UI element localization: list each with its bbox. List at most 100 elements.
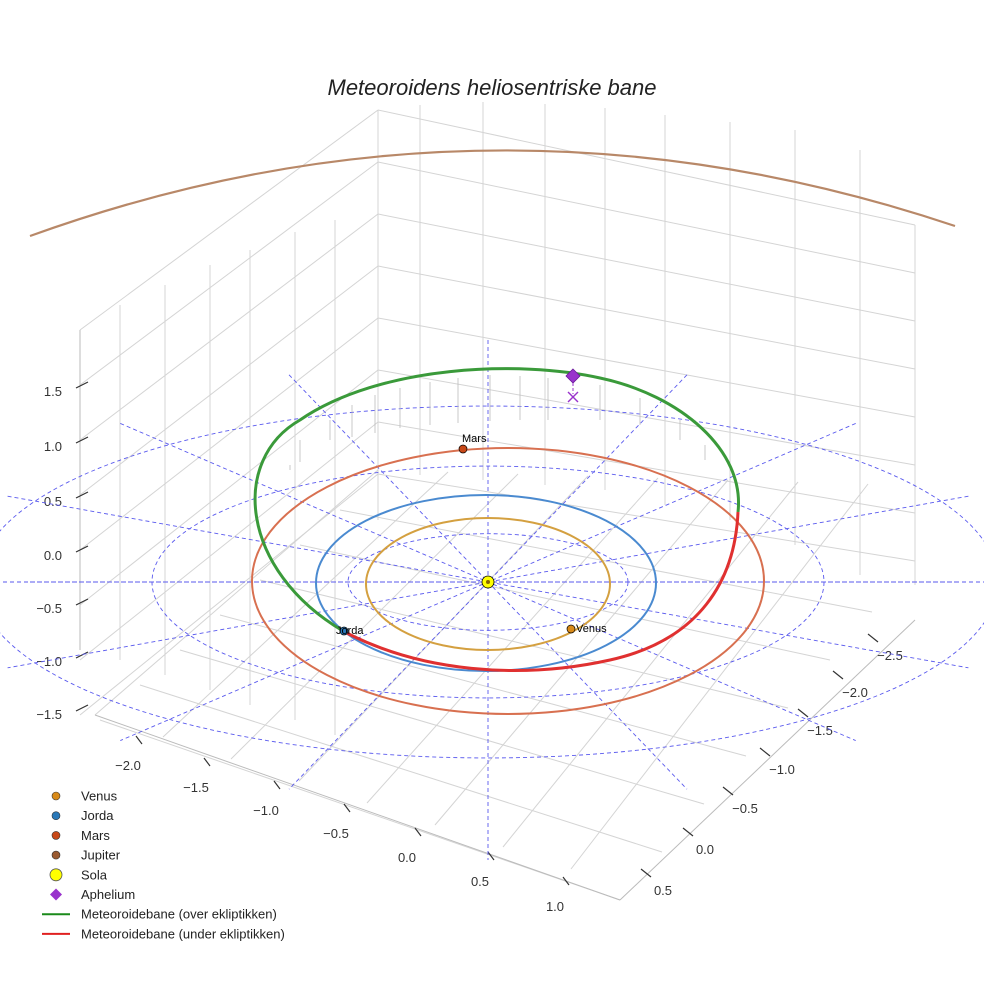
z-tick-label-6: −1.5 [36,707,62,722]
y-tick-label-6: 0.5 [654,883,672,898]
x-tick-mark-1 [203,757,211,767]
planet-marker-mars [458,444,468,454]
y-tick-mark-4 [722,786,734,796]
legend-label-6: Meteoroidebane (over ekliptikken) [81,907,277,922]
x-tick-label-5: 0.5 [471,874,489,889]
y-tick-mark-6 [640,868,652,878]
z-tick-mark-4 [75,598,89,606]
planet-marker-jorda [339,626,349,636]
grid-line-lefth-6 [79,421,379,661]
grid-line-floor-a-0 [94,469,379,716]
grid-line-righth-7 [377,473,916,562]
x-tick-mark-6 [562,876,570,886]
planet-marker-venus [566,624,576,634]
z-tick-label-3: 0.0 [44,548,62,563]
grid-line-floor-a-2 [230,473,519,760]
grid-line-lefth-7 [79,473,379,716]
grid-line-floor-b-4 [259,579,789,709]
x-tick-label-0: −2.0 [115,758,141,773]
grid-line-righth-3 [377,265,916,370]
planet-label-jorda: Jorda [336,625,364,637]
grid-line-lefth-5 [79,369,379,606]
legend-swatch-2 [51,831,61,840]
orbit-jupiter [29,149,956,238]
legend-swatch-3 [51,850,61,860]
sun-core [486,580,490,584]
box-edge-right [619,619,916,901]
grid-line-righth-1 [377,161,916,274]
z-tick-label-0: 1.5 [44,384,62,399]
legend-label-1: Jorda [81,808,114,823]
legend-swatch-0 [51,791,61,801]
grid-line-righth-6 [377,421,916,514]
grid-line-lefth-3 [79,265,379,496]
x-tick-mark-5 [487,851,495,861]
grid-line-floor-b-5 [299,544,831,661]
y-tick-label-1: −2.0 [842,685,868,700]
grid-line-floor-a-6 [502,481,799,848]
legend-label-5: Aphelium [81,887,135,902]
z-tick-mark-2 [75,491,89,499]
x-tick-label-2: −1.0 [253,803,279,818]
legend-label-7: Meteoroidebane (under ekliptikken) [81,926,285,941]
grid-line-lefth-1 [79,161,379,386]
y-tick-label-5: 0.0 [696,842,714,857]
y-tick-label-2: −1.5 [807,723,833,738]
grid-line-righth-2 [377,213,916,322]
x-tick-label-6: 1.0 [546,899,564,914]
y-tick-mark-3 [759,747,771,757]
legend-swatch-5 [50,888,62,901]
legend-label-0: Venus [81,789,118,804]
x-tick-label-4: 0.0 [398,850,416,865]
y-tick-label-4: −0.5 [732,801,758,816]
orbit-mars [251,447,765,715]
legend-swatch-4 [49,868,63,882]
y-tick-label-3: −1.0 [769,762,795,777]
z-tick-mark-6 [75,704,89,712]
orbit-venus [365,517,611,651]
y-tick-mark-1 [832,670,844,680]
meteoroid-orbit-below [342,511,740,672]
y-tick-mark-2 [797,708,809,718]
ecliptic-radial-0 [7,495,969,669]
x-tick-mark-3 [343,803,351,813]
box-edge-front [94,714,621,901]
grid-line-floor-b-3 [219,614,747,757]
z-tick-label-2: 0.5 [44,494,62,509]
grid-line-floor-b-1 [139,684,663,853]
grid-line-righth-0 [377,109,916,226]
z-tick-mark-0 [75,381,89,389]
z-tick-mark-1 [75,436,89,444]
legend-label-2: Mars [81,828,110,843]
z-tick-label-1: 1.0 [44,439,62,454]
chart-title: Meteoroidens heliosentriske bane [328,75,657,100]
x-tick-mark-4 [414,827,422,837]
grid-line-floor-b-2 [179,649,705,805]
grid-line-lefth-4 [79,317,379,551]
x-tick-label-3: −0.5 [323,826,349,841]
grid-line-floor-a-5 [434,479,729,826]
y-tick-mark-5 [682,827,694,837]
y-tick-label-0: −2.5 [877,648,903,663]
grid-line-righth-4 [377,317,916,418]
grid-line-floor-a-4 [366,477,659,804]
aphelion-projection-b [567,391,579,403]
grid-line-lefth-2 [79,213,379,441]
z-tick-mark-3 [75,545,89,553]
legend-label-4: Sola [81,867,108,882]
x-tick-mark-2 [273,780,281,790]
grid-line-floor-a-7 [570,483,869,870]
planet-label-venus: Venus [576,623,607,635]
x-tick-mark-0 [135,735,143,745]
legend-label-3: Jupiter [81,848,121,863]
meteoroid-orbit-above [253,367,740,633]
grid-line-floor-b-6 [339,509,873,613]
z-tick-label-5: −1.0 [36,654,62,669]
planet-label-mars: Mars [462,433,487,445]
z-tick-mark-5 [75,651,89,659]
y-tick-mark-0 [867,633,879,643]
grid-line-floor-b-0 [99,719,621,901]
z-tick-label-4: −0.5 [36,601,62,616]
grid-line-lefth-0 [79,109,379,331]
